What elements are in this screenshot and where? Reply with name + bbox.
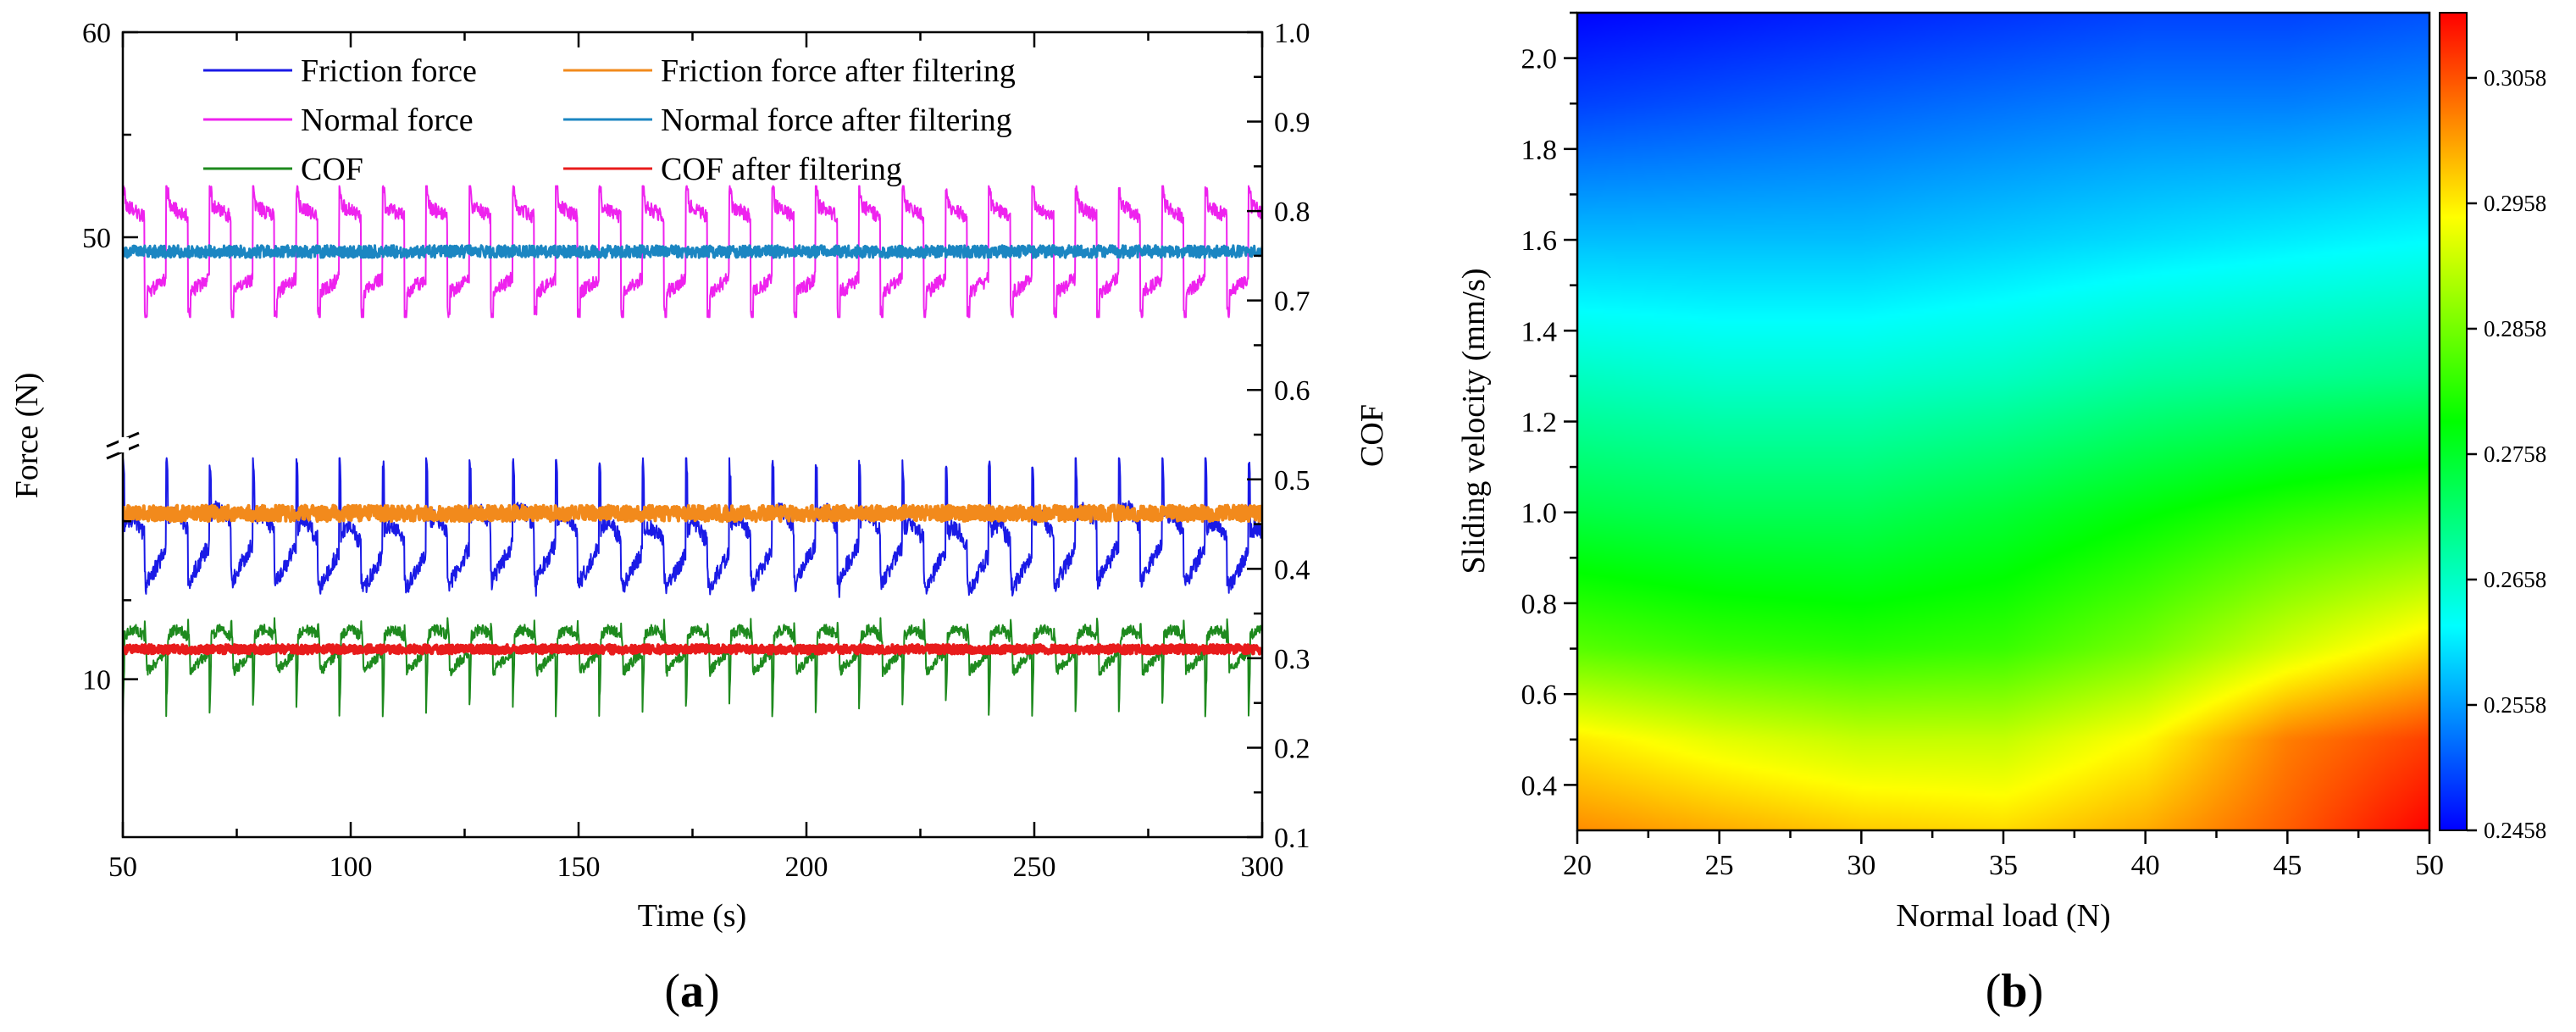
heatmap-y-tick-label: 2.0	[1521, 44, 1558, 75]
panel-b-y-axis-title: Sliding velocity (mm/s)	[1456, 269, 1492, 574]
heatmap-y-tick-label: 1.8	[1521, 135, 1558, 166]
panel-b-label-close: )	[2028, 965, 2044, 1018]
colorbar-tick-label: 0.2658	[2484, 567, 2546, 592]
y-tick-label: 50	[82, 223, 111, 254]
y2-tick-label: 0.5	[1274, 465, 1310, 497]
colorbar-tick-label: 0.2558	[2484, 692, 2546, 718]
legend-label: Normal force	[301, 103, 474, 138]
colorbar	[2439, 12, 2468, 831]
panel-b: 20 25 30 35 40 45 50 0.4 0.6 0.8 1.0 1.2 1.4 1.6 1.8 2.…	[1456, 11, 2546, 1018]
colorbar-ticks: 0.2458 0.2558 0.2658 0.2758 0.2858 0.2958 0.30…	[2467, 65, 2546, 843]
heatmap-y-tick-label: 1.2	[1521, 408, 1558, 439]
y-tick-label: 10	[82, 665, 111, 696]
panel-a-x-axis-title: Time (s)	[638, 898, 746, 934]
heatmap-x-tick-label: 40	[2131, 850, 2160, 881]
legend-label: Friction force	[301, 53, 477, 89]
x-tick-label: 300	[1241, 852, 1284, 883]
heatmap-x-tick-label: 20	[1563, 850, 1592, 881]
heatmap-y-tick-label: 0.6	[1521, 680, 1558, 711]
heatmap-x-tick-label: 50	[2415, 850, 2444, 881]
series-friction-force	[123, 457, 1262, 598]
panel-b-x-axis-title: Normal load (N)	[1896, 898, 2110, 934]
panel-b-label-letter: b	[2001, 965, 2027, 1018]
y2-tick-label: 0.2	[1274, 733, 1310, 764]
y2-tick-label: 0.1	[1274, 823, 1310, 854]
series-friction-force-after-filtering	[123, 503, 1262, 524]
y2-tick-label: 1.0	[1274, 18, 1310, 49]
heatmap-y-tick-label: 1.6	[1521, 225, 1558, 257]
colorbar-tick-label: 0.2458	[2484, 818, 2546, 843]
panel-b-label-open: (	[1986, 965, 2002, 1018]
colorbar-tick-label: 0.3058	[2484, 65, 2546, 91]
panel-b-label: (b)	[1986, 965, 2043, 1018]
heatmap-x-tick-label: 45	[2273, 850, 2302, 881]
y2-tick-label: 0.3	[1274, 644, 1310, 675]
series-normal-force	[123, 185, 1262, 319]
legend-label: COF after filtering	[661, 152, 902, 187]
y2-tick-label: 0.7	[1274, 286, 1310, 318]
panel-a-y2-axis-title: COF	[1354, 404, 1390, 467]
colorbar-tick-label: 0.2958	[2484, 191, 2546, 216]
panel-a: 50 100 150 200 250 300 10 50 60 0.1 0.2 0.3 0.4 0.5 0.…	[9, 18, 1390, 1018]
y-axis-break-gap	[119, 437, 129, 452]
panel-a-label-close: )	[704, 965, 720, 1018]
series-cof	[123, 617, 1262, 718]
y2-tick-label: 0.4	[1274, 554, 1310, 585]
panel-a-y-axis-title: Force (N)	[9, 373, 45, 499]
heatmap-x-tick-label: 30	[1847, 850, 1875, 881]
x-tick-label: 150	[557, 852, 601, 883]
panel-a-legend: Friction force Friction force after filte…	[203, 53, 1016, 187]
y-tick-label: 60	[82, 18, 111, 49]
colorbar-tick-label: 0.2858	[2484, 316, 2546, 341]
panel-a-label: (a)	[664, 965, 719, 1018]
x-tick-label: 250	[1013, 852, 1056, 883]
panel-a-series-group	[123, 185, 1262, 718]
panel-b-ticks: 20 25 30 35 40 45 50 0.4 0.6 0.8 1.0 1.2 1.4 1.6 1.8 2.…	[1521, 11, 2444, 881]
panel-a-label-open: (	[664, 965, 680, 1018]
y2-tick-label: 0.8	[1274, 197, 1310, 228]
legend-label: COF	[301, 152, 363, 187]
heatmap-y-tick-label: 0.8	[1521, 589, 1558, 620]
series-normal-force-after-filtering	[123, 244, 1262, 259]
heatmap-x-tick-label: 35	[1989, 850, 2018, 881]
heatmap-x-tick-label: 25	[1705, 850, 1734, 881]
heatmap-y-tick-label: 1.4	[1521, 316, 1558, 347]
legend-label: Normal force after filtering	[661, 103, 1012, 138]
heatmap-y-tick-label: 0.4	[1521, 770, 1558, 802]
heatmap-surface	[1577, 13, 2429, 830]
x-tick-label: 50	[108, 852, 137, 883]
x-tick-label: 100	[330, 852, 373, 883]
panel-a-label-letter: a	[680, 965, 704, 1018]
series-cof-after-filtering	[123, 643, 1262, 656]
colorbar-tick-label: 0.2758	[2484, 441, 2546, 467]
y2-tick-label: 0.6	[1274, 375, 1310, 407]
legend-label: Friction force after filtering	[661, 53, 1016, 89]
x-tick-label: 200	[785, 852, 828, 883]
panel-a-ticks: 50 100 150 200 250 300 10 50 60 0.1 0.2 0.3 0.4 0.5 0.…	[82, 18, 1310, 883]
y2-tick-label: 0.9	[1274, 108, 1310, 139]
heatmap-y-tick-label: 1.0	[1521, 498, 1558, 530]
